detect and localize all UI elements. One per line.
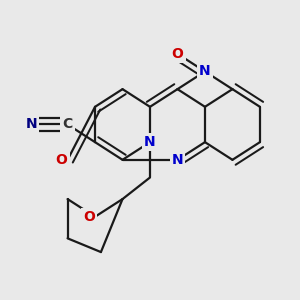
Text: N: N (144, 135, 156, 149)
Text: N: N (172, 153, 183, 167)
Text: O: O (56, 153, 68, 167)
Text: N: N (199, 64, 211, 79)
Text: C: C (62, 118, 73, 131)
Text: N: N (26, 118, 37, 131)
Text: O: O (172, 47, 183, 61)
Text: O: O (83, 210, 95, 224)
